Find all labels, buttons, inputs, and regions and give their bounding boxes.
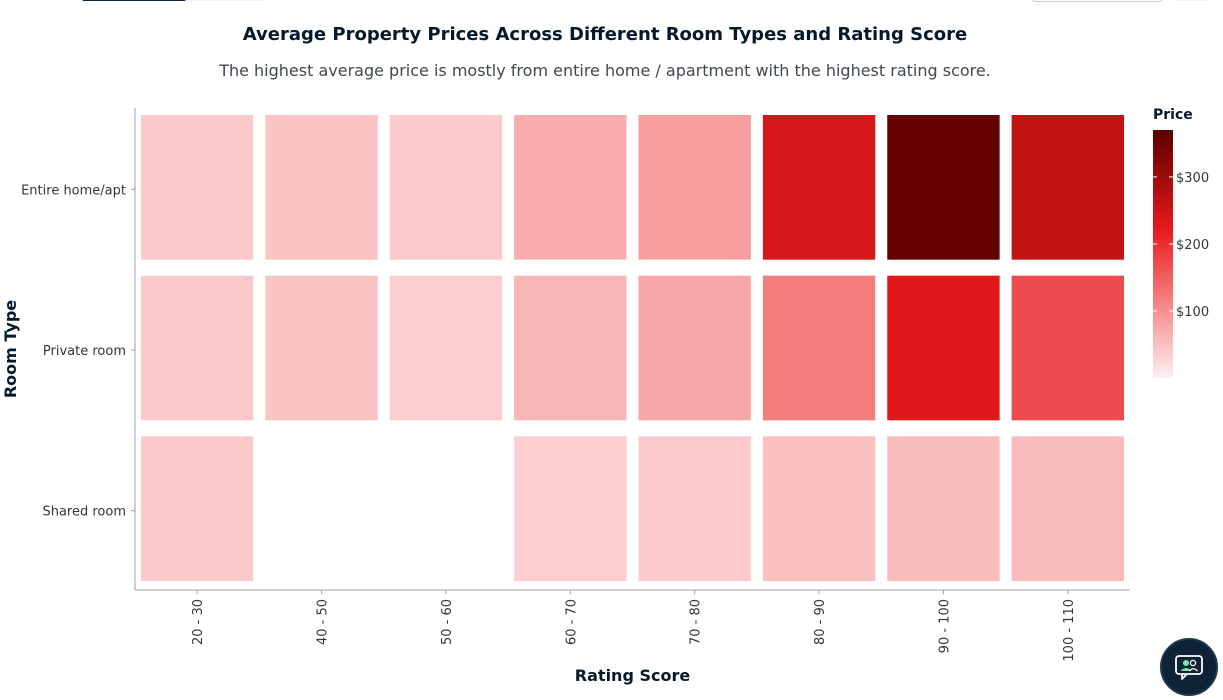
x-tick-label: 80 - 90 <box>813 599 828 645</box>
heatmap-cell <box>1011 275 1124 421</box>
heatmap-cell <box>638 115 751 260</box>
heatmap-cell <box>638 436 751 581</box>
heatmap-cell <box>638 275 751 421</box>
heatmap-cell <box>265 275 378 421</box>
heatmap-cell <box>887 275 1000 421</box>
heatmap-cell <box>514 436 627 581</box>
legend-tick-label: $300 <box>1176 171 1209 186</box>
heatmap-cell <box>265 115 378 260</box>
legend-title: Price <box>1153 107 1193 123</box>
top-toolbar-button[interactable] <box>1030 0 1164 2</box>
heatmap-cell <box>887 115 1000 260</box>
heatmap-cell <box>887 436 1000 581</box>
y-axis-title: Room Type <box>1 300 20 398</box>
heatmap-cell <box>141 275 254 421</box>
chat-support-button[interactable] <box>1160 638 1218 696</box>
heatmap-cell <box>514 115 627 260</box>
heatmap-cell <box>1011 115 1124 260</box>
legend-tick-label: $200 <box>1176 238 1209 253</box>
heatmap-cell <box>762 115 876 260</box>
chart-subtitle: The highest average price is mostly from… <box>219 61 991 80</box>
chart-title: Average Property Prices Across Different… <box>242 24 968 45</box>
heatmap-chart: Entire home/apt Private room Shared room 20… <box>1 107 1209 685</box>
x-tick-label: 90 - 100 <box>937 599 952 653</box>
x-tick-label: 40 - 50 <box>316 599 331 645</box>
top-toolbar-button-secondary[interactable] <box>1170 0 1210 1</box>
y-tick-label: Private room <box>43 344 126 359</box>
tab-active-indicator[interactable] <box>82 0 186 1</box>
heatmap-cell <box>1011 436 1124 581</box>
heatmap-cell <box>389 275 503 421</box>
heatmap-cell <box>141 115 254 260</box>
heatmap-cell <box>141 436 254 581</box>
legend-colorbar <box>1153 130 1173 378</box>
x-tick-label: 70 - 80 <box>689 599 704 645</box>
x-axis-title: Rating Score <box>575 666 691 685</box>
x-tick-label: 100 - 110 <box>1062 599 1077 662</box>
y-tick-label: Shared room <box>42 505 126 520</box>
heatmap-cell <box>762 436 876 581</box>
heatmap-cell <box>514 275 627 421</box>
tab-inactive[interactable] <box>186 0 266 1</box>
chat-people-icon <box>1175 655 1203 680</box>
heatmap-cell <box>762 275 876 421</box>
heatmap-cell <box>389 115 503 260</box>
x-tick-label: 60 - 70 <box>564 599 579 645</box>
x-tick-label: 20 - 30 <box>191 599 206 645</box>
y-tick-label: Entire home/apt <box>21 183 126 198</box>
x-tick-label: 50 - 60 <box>440 599 455 645</box>
legend-tick-label: $100 <box>1176 305 1209 320</box>
